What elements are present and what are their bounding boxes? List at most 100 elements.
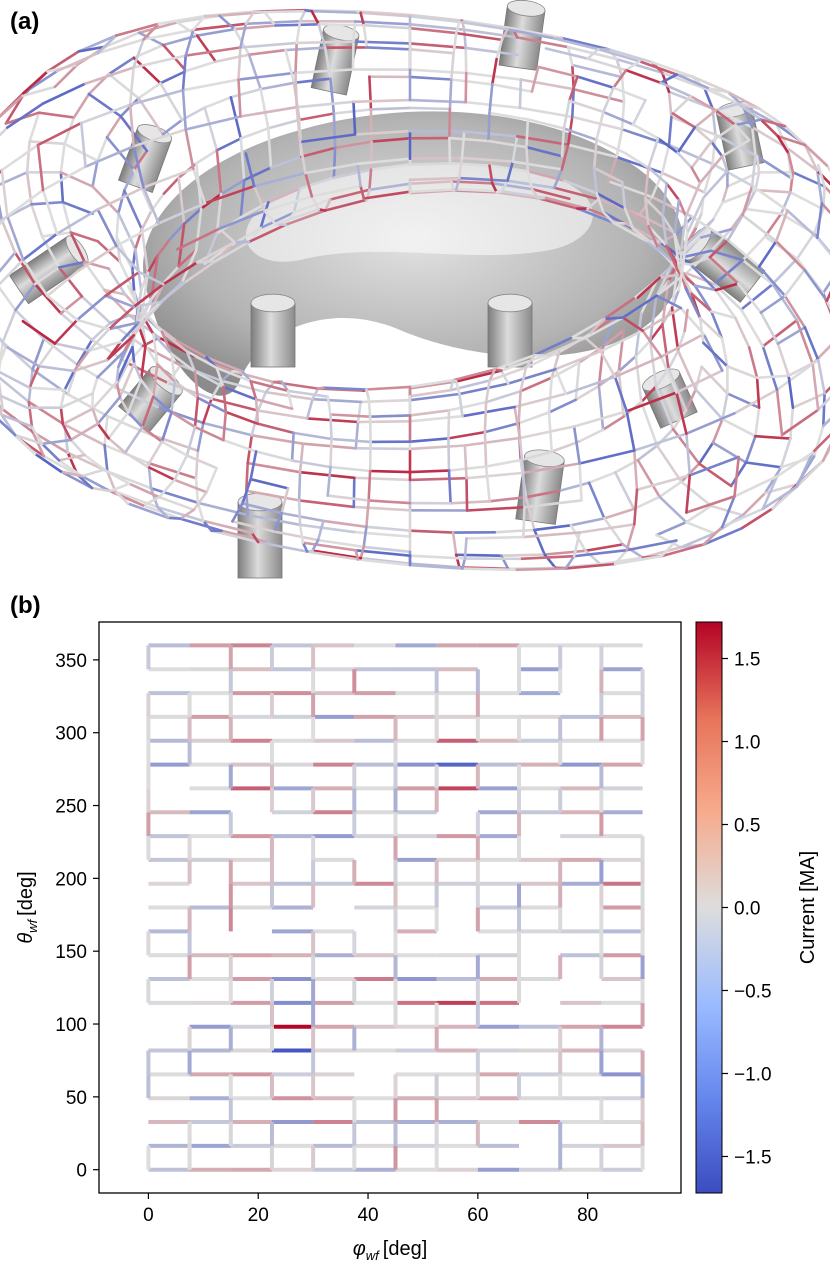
wire-segment [665, 182, 681, 202]
wire-segment [550, 361, 581, 380]
wire-segment [690, 140, 713, 169]
wire-segment [196, 501, 249, 517]
x-tick-label: 40 [357, 1205, 378, 1226]
wire-segment [126, 502, 170, 520]
wire-segment [519, 78, 576, 91]
wire-segment [0, 380, 5, 411]
wire-segment [736, 102, 763, 121]
wire-segment [249, 379, 258, 401]
wire-segment [519, 366, 528, 393]
wire-segment [272, 530, 320, 542]
wire-segment [783, 124, 807, 147]
wire-segment [170, 352, 177, 384]
wire-segment [711, 441, 748, 464]
wire-segment [530, 187, 540, 200]
wire-segment [636, 444, 659, 462]
wire-segment [115, 244, 141, 274]
wire-segment [181, 88, 187, 131]
wire-segment [114, 490, 159, 509]
wire-segment [815, 169, 824, 205]
wire-segment [515, 36, 570, 49]
wire-segment [408, 388, 452, 398]
wire-segment [673, 198, 681, 236]
wire-segment [330, 437, 372, 444]
wire-segment [141, 425, 164, 444]
wire-segment [0, 214, 9, 226]
wire-segment [625, 539, 678, 552]
wire-segment [140, 271, 150, 317]
wire-segment [137, 21, 179, 35]
wire-segment [408, 444, 467, 451]
wire-segment [656, 246, 675, 263]
wire-segment [160, 330, 173, 356]
colorbar-ticks: 1.5 1.0 0.5 0.0 −0.5 −1.0 −1.5 [722, 650, 772, 1168]
wire-segment [219, 178, 246, 196]
wire-segment [544, 196, 589, 210]
wire-segment [574, 384, 601, 402]
wire-segment [128, 103, 135, 148]
wire-segment [80, 121, 87, 168]
wire-segment [46, 294, 79, 322]
wire-segment [132, 38, 145, 69]
wire-segment [661, 182, 668, 218]
wire-segment [298, 8, 307, 23]
wire-segment [659, 332, 706, 359]
wire-segment [463, 436, 522, 447]
colorbar [695, 621, 723, 1194]
wire-segment [123, 425, 144, 454]
wire-segment [685, 495, 736, 514]
wire-segment [159, 280, 188, 304]
wire-segment [462, 130, 519, 138]
wire-segment [46, 269, 81, 298]
wire-segment [408, 469, 451, 474]
wire-segment [362, 525, 368, 549]
wire-segment [162, 265, 180, 285]
chart-segments [146, 643, 645, 1172]
wire-segment [107, 56, 136, 76]
wire-segment [222, 385, 228, 414]
wire-segment [1, 308, 17, 344]
wire-segment [518, 425, 576, 440]
wire-segment [96, 349, 126, 379]
wire-segment [643, 166, 650, 200]
wire-segment [69, 231, 86, 264]
wire-segment [564, 562, 617, 570]
wire-segment [0, 203, 4, 221]
wire-segment [726, 365, 759, 380]
wire-segment [128, 66, 135, 106]
wire-segment [815, 202, 824, 240]
wire-segment [55, 208, 99, 235]
wire-segment [685, 411, 736, 436]
wire-segment [776, 342, 790, 378]
wire-segment [447, 469, 452, 505]
wire-segment [576, 75, 615, 90]
port-cylinders [8, 0, 766, 579]
wire-segment [560, 127, 566, 158]
wire-segment [447, 465, 488, 472]
wire-segment [690, 75, 730, 94]
wire-segment [352, 98, 412, 104]
wire-segment [408, 26, 458, 35]
wire-segment [295, 19, 302, 45]
wire-segment [457, 156, 464, 180]
wire-segment [811, 362, 820, 412]
wire-segment [702, 525, 724, 546]
wire-segment [203, 232, 219, 266]
wire-segment [454, 380, 461, 396]
wire-segment [408, 176, 461, 182]
wire-segment [823, 386, 830, 395]
wire-segment [75, 318, 111, 331]
wire-segment [218, 209, 266, 230]
wire-segment [483, 421, 521, 434]
wire-segment [159, 69, 188, 85]
wire-segment [0, 126, 9, 137]
wire-segment [816, 163, 826, 188]
wire-segment [102, 288, 127, 296]
wire-segment [488, 83, 494, 115]
wire-segment [595, 138, 627, 155]
x-axis-ticks: 0 20 40 60 80 [143, 1193, 598, 1226]
wire-segment [33, 282, 63, 315]
wire-segment [458, 382, 510, 396]
wire-segment [488, 368, 497, 382]
wire-segment [57, 260, 86, 269]
